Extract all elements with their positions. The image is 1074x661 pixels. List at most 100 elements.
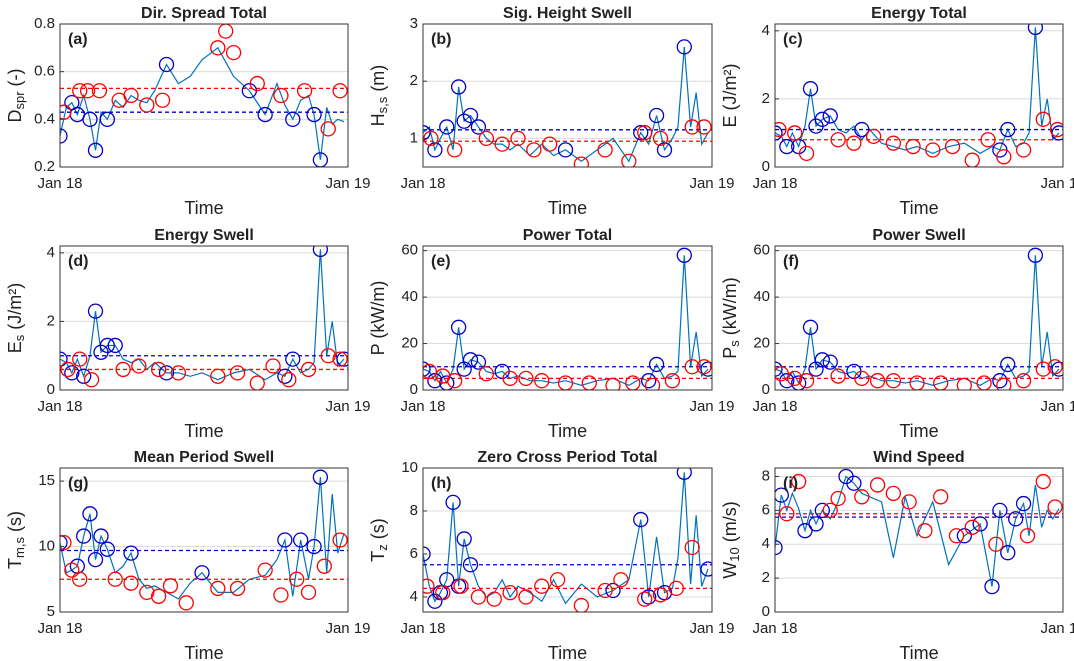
marker [1035,361,1051,377]
y-tick-label: 20 [401,335,418,352]
marker [93,528,109,544]
marker [684,119,700,135]
y-label-base: H [368,113,388,126]
panel: 0 20 40 60 Jan 18 Jan 19 (e) Power Total Time P (… [368,227,735,441]
plot-area [775,468,1063,612]
marker [684,539,700,556]
marker [696,359,712,375]
marker [289,571,305,587]
marker [933,375,949,390]
marker [210,40,226,56]
marker [76,368,92,384]
y-tick-label: 15 [38,472,55,489]
marker [1000,121,1016,138]
marker [99,111,115,127]
marker [107,337,123,354]
y-axis-label: W10 (m/s) [720,501,743,578]
marker [696,119,712,135]
x-axis-label: Time [184,421,223,441]
marker [814,352,830,368]
marker [791,473,807,490]
marker [621,153,637,167]
marker [791,375,807,390]
y-label-base: W [720,562,740,579]
y-label-sub: z [375,544,390,551]
y-tick-label: 2 [47,312,55,329]
marker [453,578,469,594]
plot-content [423,39,712,167]
plot-content [60,246,348,390]
marker [82,111,98,127]
marker [427,373,443,389]
marker [332,83,348,99]
marker [648,356,665,373]
marker [1027,247,1044,263]
data-line [60,249,345,381]
marker [273,87,289,104]
y-label-unit: (J/m²) [720,64,740,116]
marker [980,132,996,148]
y-tick-label: 0.2 [34,158,55,175]
marker [605,582,621,599]
panel-label: (c) [783,31,803,48]
marker [1047,499,1063,515]
marker [854,121,870,138]
marker [775,121,787,138]
marker [79,83,96,99]
x-tick-label: Jan 19 [689,620,734,637]
marker [82,506,98,522]
marker [293,532,309,548]
y-tick-label: 6 [410,545,418,562]
marker [1049,121,1063,138]
marker [964,519,980,535]
marker [605,377,621,390]
marker [510,130,526,147]
marker [534,373,550,389]
marker [869,477,886,493]
marker [225,44,242,61]
axes-box [59,245,349,391]
marker [633,125,649,141]
x-tick-label: Jan 19 [325,175,370,192]
marker [948,528,965,544]
marker [445,494,461,511]
y-tick-label: 4 [47,244,55,261]
marker [648,107,665,124]
plot-area [775,24,1063,167]
marker [597,142,613,158]
y-label-sub: spr [12,91,27,110]
marker [502,585,518,601]
marker [154,92,171,108]
chart-title: Energy Swell [154,227,254,244]
marker [316,558,332,574]
marker [99,541,115,557]
marker [656,142,673,158]
y-tick-label: 2 [762,569,770,586]
marker [99,337,115,354]
x-axis-label: Time [899,421,938,441]
panel-label: (a) [68,31,88,48]
marker [300,361,317,378]
marker [83,372,100,388]
y-tick-label: 60 [753,242,770,259]
marker [277,368,293,384]
marker [229,365,246,381]
y-label-base: E [720,115,740,127]
marker [72,351,88,367]
y-label-base: D [5,110,25,123]
y-tick-label: 4 [762,22,770,39]
marker [139,97,155,113]
marker [557,142,574,158]
marker [72,571,88,587]
y-label-unit: (m/s) [720,501,740,547]
y-tick-label: 2 [410,72,418,89]
marker [281,372,297,388]
plot-content [775,24,1063,167]
marker [549,572,566,588]
panel-label: (i) [783,475,798,492]
y-tick-label: 20 [753,335,770,352]
y-tick-label: 0 [410,381,418,398]
panel-label: (g) [68,475,88,492]
plot-content [775,468,1063,595]
y-label-sub: m,s [12,537,27,558]
